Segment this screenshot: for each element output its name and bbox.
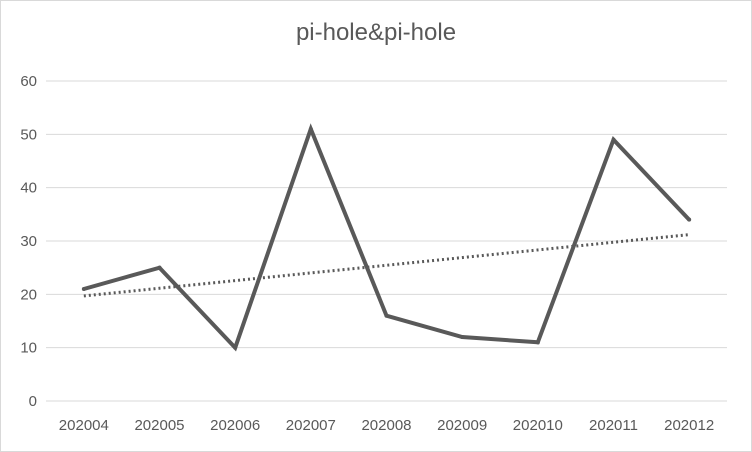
x-tick-label: 202008 [361, 417, 411, 434]
data-point [308, 127, 313, 131]
trendline [83, 233, 690, 298]
data-point [157, 265, 162, 270]
x-tick-label: 202010 [513, 417, 563, 434]
data-point [233, 345, 238, 350]
y-tick-label: 0 [29, 393, 37, 410]
x-tick-label: 202004 [59, 417, 109, 434]
x-tick-label: 202005 [134, 417, 184, 434]
x-tick-label: 202007 [286, 417, 336, 434]
chart-title: pi-hole&pi-hole [295, 19, 457, 46]
data-point [81, 287, 86, 291]
y-tick-label: 20 [20, 286, 37, 303]
data-point [535, 340, 540, 345]
x-tick-label: 202012 [664, 417, 714, 434]
y-tick-label: 50 [20, 126, 37, 143]
y-tick-label: 40 [20, 180, 37, 197]
x-tick-label: 202006 [210, 417, 260, 434]
data-point [611, 137, 616, 142]
data-point [384, 313, 389, 318]
x-tick-label: 202011 [589, 417, 638, 434]
data-point [687, 217, 692, 222]
y-tick-label: 30 [20, 233, 37, 250]
y-tick-label: 60 [20, 73, 37, 90]
y-tick-label: 10 [20, 340, 37, 357]
x-tick-label: 202009 [437, 417, 487, 434]
data-point [460, 335, 465, 339]
